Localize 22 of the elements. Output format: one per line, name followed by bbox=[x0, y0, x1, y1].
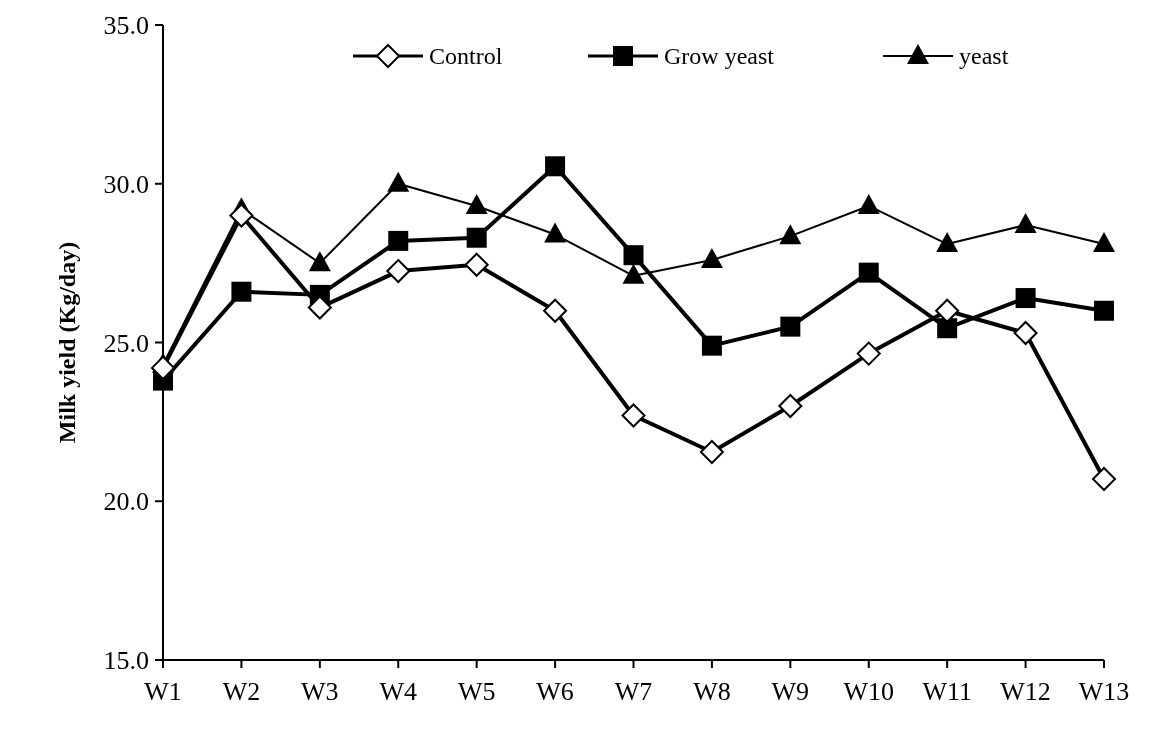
x-tick-label: W8 bbox=[693, 677, 731, 706]
y-axis-title: Milk yield (Kg/day) bbox=[54, 241, 80, 444]
y-tick-label: 20.0 bbox=[103, 487, 149, 517]
x-tick-label: W6 bbox=[536, 677, 574, 706]
legend-label: yeast bbox=[959, 43, 1009, 70]
x-tick-label: W13 bbox=[1078, 677, 1130, 706]
x-tick-label: W10 bbox=[843, 677, 895, 706]
x-tick-label: W9 bbox=[771, 677, 810, 706]
x-tick-label: W11 bbox=[922, 677, 972, 706]
x-tick-label: W5 bbox=[457, 677, 496, 706]
x-tick-label: W3 bbox=[301, 677, 339, 706]
y-tick-label: 25.0 bbox=[103, 328, 149, 358]
y-tick-label: 35.0 bbox=[103, 11, 149, 41]
y-tick-label: 30.0 bbox=[103, 169, 149, 199]
legend-label: Control bbox=[429, 43, 503, 70]
x-tick-label: W1 bbox=[144, 677, 182, 706]
legend-label: Grow yeast bbox=[664, 43, 775, 70]
x-tick-label: W12 bbox=[1000, 677, 1051, 706]
x-tick-label: W4 bbox=[379, 677, 418, 706]
x-tick-label: W7 bbox=[614, 677, 653, 706]
y-tick-label: 15.0 bbox=[103, 646, 149, 676]
x-tick-label: W2 bbox=[222, 677, 261, 706]
